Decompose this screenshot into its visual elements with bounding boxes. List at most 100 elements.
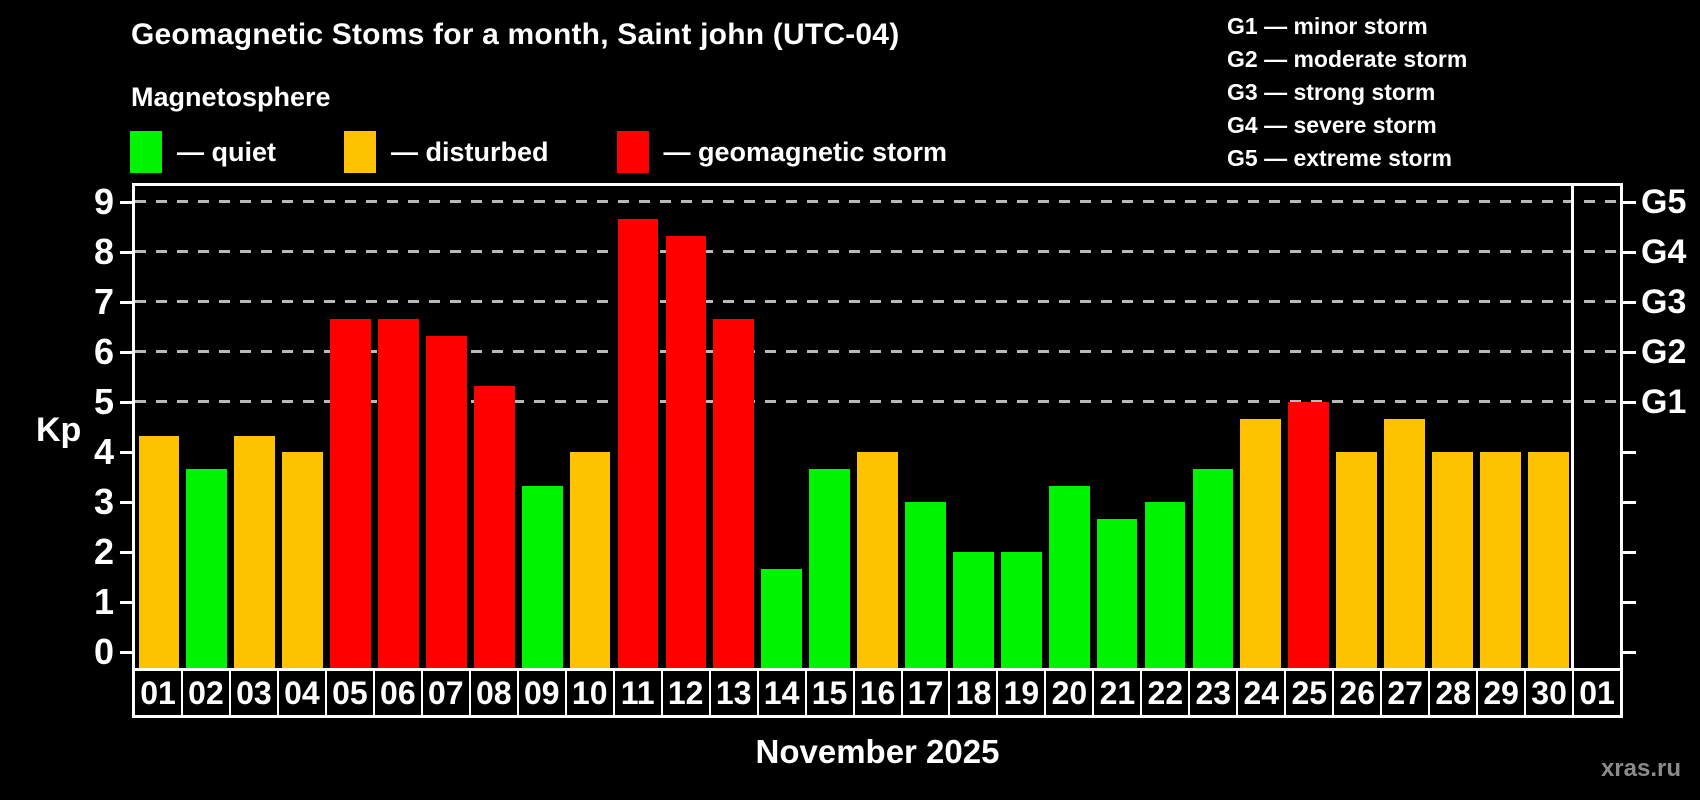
y-axis-tick-right-3 (1623, 501, 1636, 504)
bar-slot-14 (758, 186, 806, 668)
bar-slot-05 (327, 186, 375, 668)
bar-slot-18 (949, 186, 997, 668)
kp-bar-day-09 (521, 485, 563, 668)
bar-slot-04 (279, 186, 327, 668)
day-label-05: 05 (327, 671, 375, 715)
bar-slot-08 (470, 186, 518, 668)
y-axis-label-1: 1 (93, 581, 114, 622)
y-axis-label-7: 7 (93, 281, 114, 322)
bar-slot-13 (710, 186, 758, 668)
kp-bar-day-26 (1336, 452, 1377, 668)
kp-bar-day-22 (1144, 502, 1186, 668)
bar-slot-27 (1381, 186, 1429, 668)
y-axis-label-4: 4 (93, 431, 114, 472)
day-label-02: 02 (183, 671, 231, 715)
kp-bar-day-14 (761, 568, 803, 668)
bar-slot-19 (997, 186, 1045, 668)
bar-slot-23 (1189, 186, 1237, 668)
g-scale-legend: G1 — minor storm G2 — moderate storm G3 … (1227, 10, 1467, 175)
legend-label-quiet: — quiet (177, 136, 276, 167)
y-axis-tick-right-4 (1623, 451, 1636, 454)
magnetosphere-legend: — quiet — disturbed — geomagnetic storm (130, 131, 1015, 173)
kp-bar-day-28 (1432, 452, 1473, 668)
legend-item-disturbed: — disturbed (344, 131, 549, 173)
bar-slot-17 (902, 186, 950, 668)
y-axis-tick-right-5 (1623, 401, 1636, 404)
y-axis-label-8: 8 (93, 231, 114, 272)
y-axis-tick-right-9 (1623, 201, 1636, 204)
kp-bar-day-08 (473, 385, 515, 668)
bar-slot-06 (375, 186, 423, 668)
y-axis-label-5: 5 (93, 381, 114, 422)
day-label-03: 03 (231, 671, 279, 715)
y-axis-tick-right-6 (1623, 351, 1636, 354)
g-scale-label-g2: G2 (1641, 333, 1687, 371)
day-label-11: 11 (615, 671, 663, 715)
gridline-kp-6 (135, 350, 1620, 353)
storm-color-swatch (616, 131, 649, 173)
y-axis-tick-left-5 (120, 401, 133, 404)
x-axis-title-month: November 2025 (755, 733, 1000, 770)
bar-slot-01 (135, 186, 183, 668)
kp-bar-day-11 (617, 218, 659, 668)
day-label-04: 04 (279, 671, 327, 715)
day-label-14: 14 (759, 671, 807, 715)
kp-bar-day-30 (1527, 452, 1569, 668)
day-label-06: 06 (375, 671, 423, 715)
bar-slot-28 (1428, 186, 1476, 668)
g-legend-line-g5: G5 — extreme storm (1227, 145, 1452, 171)
y-axis-label-2: 2 (93, 531, 114, 572)
bar-slot-20 (1045, 186, 1093, 668)
bar-slot-29 (1476, 186, 1524, 668)
kp-bar-day-12 (665, 235, 707, 668)
bar-slot-24 (1237, 186, 1285, 668)
kp-bar-day-03 (234, 435, 276, 668)
kp-bar-day-04 (282, 452, 324, 668)
kp-bar-day-15 (809, 468, 850, 668)
day-label-28: 28 (1430, 671, 1479, 715)
gridline-kp-7 (135, 300, 1620, 303)
day-label-19: 19 (998, 671, 1047, 715)
day-label-18: 18 (950, 671, 999, 715)
g-legend-line-g4: G4 — severe storm (1227, 112, 1437, 138)
x-axis-day-labels: 01 02 03 04 05 06 07 08 09 10 11 12 13 14 15 16 17 18 19 20… (132, 668, 1623, 718)
y-axis-title-kp: Kp (36, 411, 82, 449)
bar-slot-11 (614, 186, 662, 668)
y-axis-tick-left-2 (120, 551, 133, 554)
y-axis-tick-right-7 (1623, 301, 1636, 304)
y-axis-tick-right-0 (1623, 651, 1636, 654)
bar-slot-09 (518, 186, 566, 668)
day-label-27: 27 (1382, 671, 1431, 715)
kp-bar-day-10 (569, 452, 611, 668)
kp-bar-day-29 (1479, 452, 1521, 668)
month-divider-line (1571, 186, 1575, 668)
plot-area (132, 183, 1623, 668)
g-legend-line-g3: G3 — strong storm (1227, 79, 1436, 105)
y-axis-tick-left-8 (120, 251, 133, 254)
kp-bar-day-19 (1000, 552, 1042, 668)
day-label-23: 23 (1190, 671, 1239, 715)
bar-slot-16 (854, 186, 902, 668)
day-label-22: 22 (1142, 671, 1191, 715)
y-axis-label-0: 0 (93, 631, 114, 672)
day-label-30: 30 (1526, 671, 1575, 715)
day-label-20: 20 (1046, 671, 1095, 715)
g-scale-label-g1: G1 (1641, 383, 1687, 421)
day-label-21: 21 (1094, 671, 1143, 715)
kp-bar-day-17 (905, 502, 946, 668)
plot-inner (135, 186, 1620, 668)
kp-bar-day-23 (1192, 468, 1234, 668)
legend-item-storm: — geomagnetic storm (616, 131, 947, 173)
day-label-12: 12 (663, 671, 711, 715)
kp-bar-day-13 (713, 318, 755, 668)
y-axis-label-6: 6 (93, 331, 114, 372)
day-label-17: 17 (903, 671, 951, 715)
gridline-kp-5 (135, 400, 1620, 403)
bars-row (135, 186, 1620, 668)
kp-bar-day-27 (1384, 418, 1425, 668)
day-label-26: 26 (1334, 671, 1383, 715)
g-scale-label-g4: G4 (1641, 233, 1687, 271)
bar-slot-12 (662, 186, 710, 668)
g-legend-line-g2: G2 — moderate storm (1227, 46, 1468, 72)
gridline-kp-8 (135, 250, 1620, 253)
